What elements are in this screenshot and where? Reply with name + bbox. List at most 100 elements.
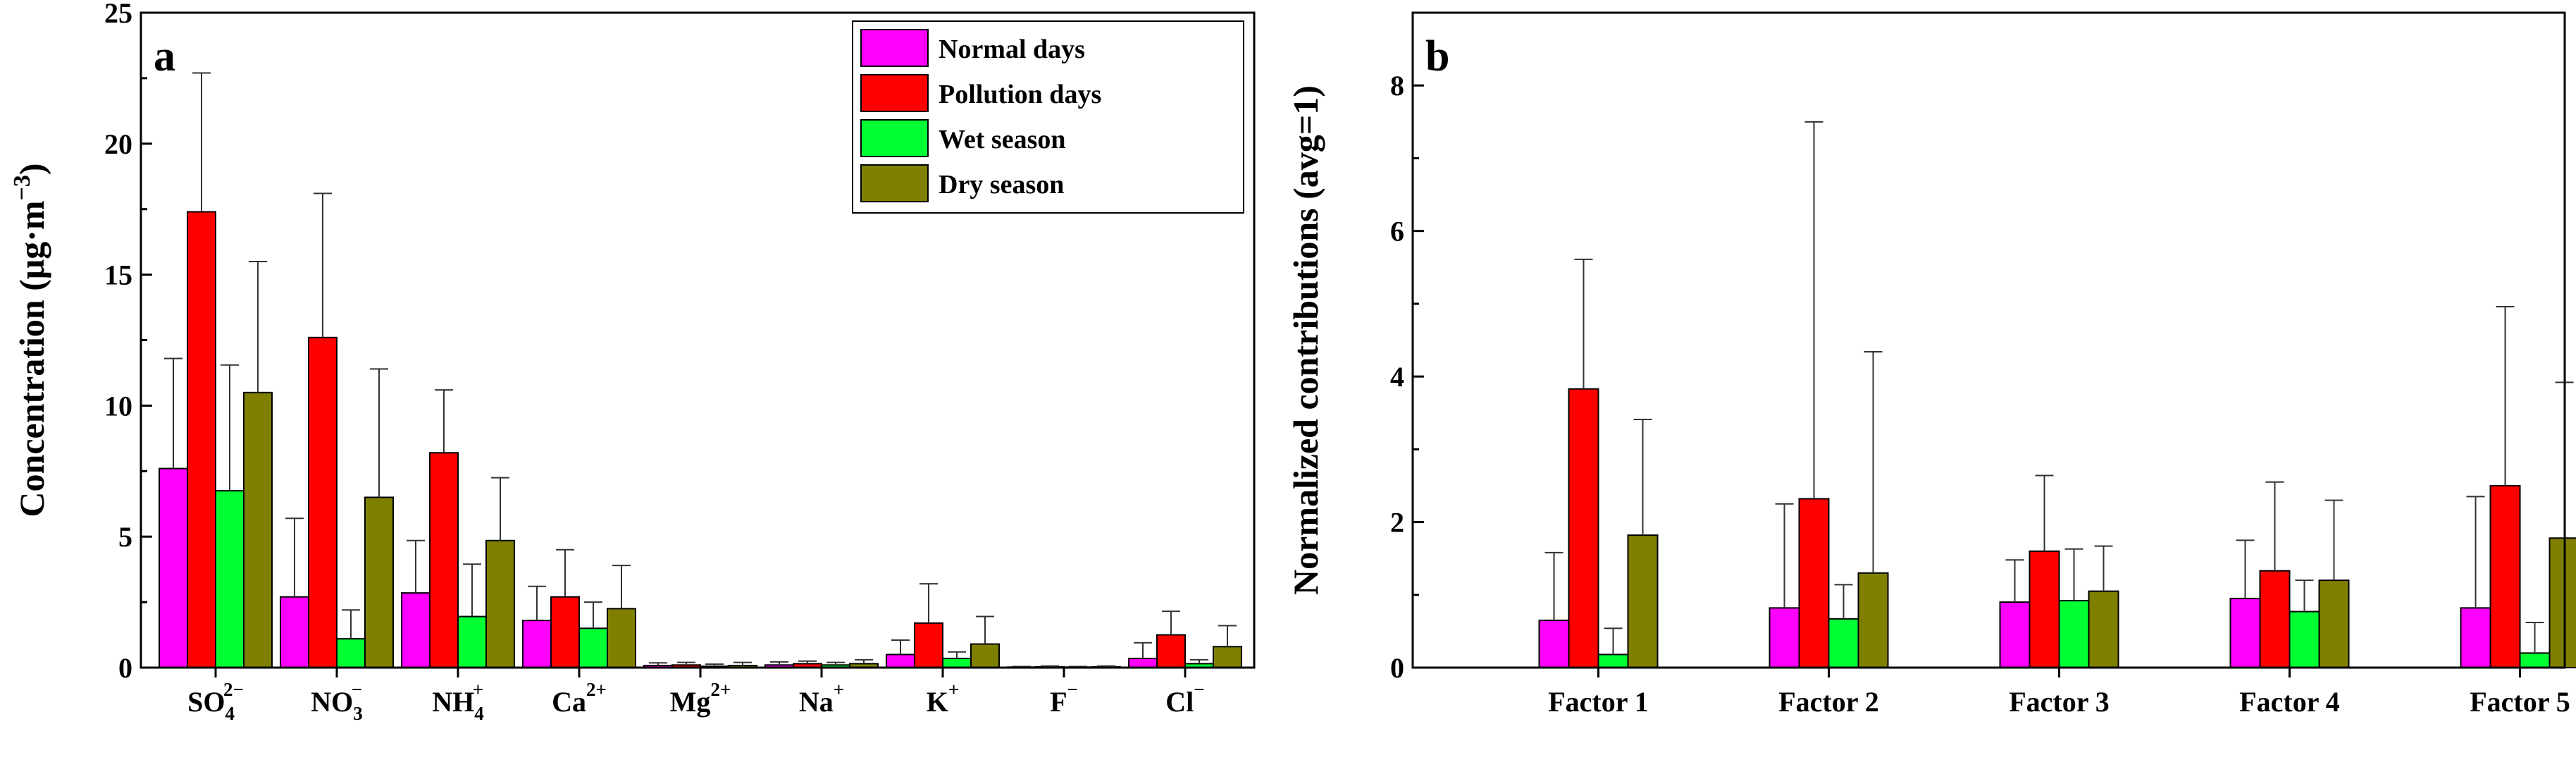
bar-b-s2-c1	[1828, 618, 1859, 669]
error-bar-b-s1-c3	[2265, 481, 2284, 571]
bar-b-s0-c4	[2460, 607, 2491, 669]
y-tick-label: 8	[1390, 70, 1404, 102]
bar-b-s3-c1	[1857, 572, 1889, 668]
error-bar-b-s0-c2	[2005, 559, 2024, 603]
bar-b-s0-c2	[1999, 601, 2031, 668]
error-bar-a-s0-c5	[770, 661, 788, 665]
error-bar-a-s1-c0	[192, 72, 211, 212]
legend-label: Normal days	[939, 35, 1085, 64]
y-tick-label: 15	[104, 259, 132, 291]
error-bar-b-s1-c0	[1574, 258, 1593, 389]
y-axis-title: Normalized contributions (avg=1)	[1286, 85, 1325, 595]
error-bar-a-s0-c6	[891, 639, 910, 655]
y-tick-label: 2	[1390, 507, 1404, 539]
error-bar-a-s3-c4	[733, 661, 752, 666]
error-bar-a-s1-c8	[1162, 611, 1180, 635]
error-bar-a-s1-c1	[314, 192, 332, 338]
error-bar-b-s3-c1	[1864, 351, 1883, 573]
error-bar-a-s3-c5	[855, 658, 873, 664]
chart-panel-a: 0 5 10 15 20 25 SO42− NO3− NH4+ Ca2+ Mg2+ Na+ K+ F− Cl…	[9, 0, 1256, 724]
error-bar-a-s0-c8	[1134, 642, 1152, 658]
bar-b-s3-c0	[1627, 534, 1659, 668]
bar-a-s0-c2	[401, 592, 431, 668]
error-bar-b-s2-c2	[2064, 548, 2083, 601]
bar-a-s0-c8	[1128, 657, 1158, 669]
bar-a-s1-c2	[429, 452, 459, 669]
y-axis-title: Concentration (μg·m−3)	[9, 163, 51, 517]
error-bar-a-s3-c1	[370, 368, 388, 498]
error-bar-a-s3-c8	[1218, 625, 1237, 647]
x-tick-label: Factor 4	[2239, 686, 2340, 718]
bar-a-s0-c3	[522, 620, 552, 668]
bar-a-s0-c1	[280, 596, 309, 669]
x-tick-label: Factor 5	[2470, 686, 2570, 718]
error-bar-a-s2-c1	[342, 609, 360, 639]
bar-b-s2-c3	[2289, 611, 2320, 668]
error-bar-b-s3-c0	[1633, 419, 1652, 536]
x-tick-label: Factor 1	[1548, 686, 1649, 718]
bar-b-s1-c2	[2029, 550, 2060, 668]
error-bar-a-s0-c2	[407, 539, 425, 594]
bar-b-s1-c3	[2259, 570, 2291, 668]
error-bar-b-s0-c3	[2236, 539, 2255, 599]
error-bar-b-s2-c4	[2525, 622, 2544, 654]
bar-b-s0-c3	[2229, 597, 2261, 669]
error-bar-a-s2-c8	[1190, 658, 1208, 664]
bar-b-s2-c4	[2519, 652, 2551, 668]
error-bar-a-s1-c2	[435, 389, 453, 453]
error-bar-a-s1-c6	[919, 583, 938, 623]
bar-a-s1-c1	[308, 336, 338, 668]
legend-swatch	[860, 74, 929, 112]
error-bar-b-s0-c0	[1544, 551, 1563, 620]
error-bar-a-s3-c0	[249, 261, 267, 393]
bar-b-s2-c2	[2058, 600, 2090, 669]
error-bar-a-s2-c0	[221, 364, 239, 491]
error-bar-b-s2-c0	[1604, 627, 1623, 655]
legend-label: Wet season	[939, 125, 1066, 154]
plot-frame	[1411, 11, 2566, 669]
legend-swatch	[860, 29, 929, 67]
error-bar-b-s0-c1	[1775, 503, 1794, 608]
error-bar-a-s0-c4	[649, 662, 667, 666]
error-bar-a-s1-c4	[677, 661, 695, 665]
error-bar-a-s2-c4	[705, 663, 724, 667]
bar-a-s3-c2	[485, 539, 515, 668]
legend-label: Pollution days	[939, 80, 1101, 109]
y-tick-label: 0	[1390, 652, 1404, 684]
bar-b-s1-c1	[1798, 498, 1830, 668]
y-tick-label: 20	[104, 128, 132, 160]
bar-b-s0-c1	[1769, 607, 1800, 669]
bar-a-s3-c3	[607, 608, 636, 669]
y-tick-label: 10	[104, 390, 132, 422]
panel-label: b	[1425, 32, 1449, 80]
x-tick-label: Factor 3	[2009, 686, 2110, 718]
x-tick-label: Factor 2	[1778, 686, 1879, 718]
error-bar-a-s3-c6	[976, 615, 994, 644]
x-tick-label: Na+	[799, 679, 844, 718]
error-bar-a-s2-c5	[826, 661, 845, 665]
error-bar-a-s0-c1	[285, 517, 304, 597]
bar-a-s3-c0	[243, 391, 273, 668]
bar-a-s3-c1	[364, 496, 394, 669]
bar-a-s2-c0	[215, 490, 244, 668]
error-bar-b-s3-c2	[2094, 545, 2113, 591]
bar-a-s0-c0	[159, 467, 188, 668]
bar-a-s2-c1	[336, 638, 366, 669]
x-tick-label: Mg2+	[670, 679, 731, 718]
bar-a-s3-c6	[970, 643, 1000, 669]
bar-a-s1-c8	[1156, 634, 1186, 668]
bar-a-s1-c3	[550, 596, 580, 669]
legend-label: Dry season	[939, 170, 1064, 200]
error-bar-a-s1-c3	[556, 548, 574, 597]
bar-b-s3-c4	[2549, 537, 2576, 669]
bar-b-s3-c3	[2318, 579, 2350, 669]
bar-a-s1-c6	[914, 622, 943, 669]
error-bar-a-s0-c3	[528, 585, 546, 621]
y-tick-label: 5	[118, 521, 132, 553]
x-tick-label: Cl−	[1165, 679, 1204, 718]
error-bar-a-s3-c2	[491, 477, 509, 541]
x-tick-label: Ca2+	[552, 679, 607, 718]
y-tick-label: 6	[1390, 216, 1404, 247]
error-bar-b-s2-c1	[1834, 584, 1853, 619]
